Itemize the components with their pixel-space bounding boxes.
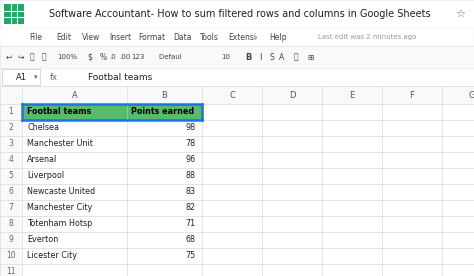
Text: 82: 82	[186, 203, 196, 213]
Text: 96: 96	[186, 155, 196, 164]
Text: Edit: Edit	[56, 33, 72, 41]
Text: View: View	[82, 33, 100, 41]
Text: C: C	[229, 91, 235, 100]
Text: Licester City: Licester City	[27, 251, 77, 261]
Text: 1: 1	[9, 107, 13, 116]
Text: B: B	[245, 52, 252, 62]
Text: ↪: ↪	[17, 52, 24, 62]
Text: 🖨: 🖨	[29, 52, 34, 62]
Text: A: A	[72, 91, 77, 100]
Text: 88: 88	[186, 171, 196, 181]
Text: S: S	[269, 52, 274, 62]
Text: 5: 5	[9, 171, 13, 181]
Text: 75: 75	[186, 251, 196, 261]
Text: 8: 8	[9, 219, 13, 229]
Text: 78: 78	[186, 139, 196, 148]
Text: Liverpool: Liverpool	[27, 171, 64, 181]
Text: 4: 4	[9, 155, 13, 164]
Text: 3: 3	[9, 139, 13, 148]
Text: %: %	[99, 52, 106, 62]
Text: ⊞: ⊞	[307, 52, 314, 62]
Text: Everton: Everton	[27, 235, 58, 245]
Text: 100%: 100%	[57, 54, 77, 60]
Text: Footbal teams: Footbal teams	[27, 107, 91, 116]
Text: Data: Data	[173, 33, 192, 41]
Text: ▾: ▾	[34, 74, 38, 80]
Text: I: I	[259, 52, 262, 62]
Text: Totenham Hotsp: Totenham Hotsp	[27, 219, 92, 229]
Text: 10: 10	[221, 54, 230, 60]
Text: 123: 123	[131, 54, 145, 60]
Text: Help: Help	[270, 33, 287, 41]
Text: Arsenal: Arsenal	[27, 155, 57, 164]
Text: 98: 98	[186, 123, 196, 132]
Text: ↩: ↩	[5, 52, 11, 62]
Text: 2: 2	[9, 123, 13, 132]
Text: .00: .00	[119, 54, 130, 60]
Text: Format: Format	[138, 33, 165, 41]
Text: $: $	[87, 52, 92, 62]
Text: 9: 9	[9, 235, 13, 245]
Text: Manchester Unit: Manchester Unit	[27, 139, 93, 148]
Text: .0: .0	[109, 54, 116, 60]
Text: File: File	[29, 33, 43, 41]
Text: Manchester City: Manchester City	[27, 203, 92, 213]
Text: A: A	[279, 52, 284, 62]
Text: ⬥: ⬥	[293, 52, 298, 62]
Text: 83: 83	[186, 187, 196, 197]
Text: Insert: Insert	[109, 33, 132, 41]
Text: Last edit was 2 minutes ago: Last edit was 2 minutes ago	[318, 34, 416, 40]
Text: Footbal teams: Footbal teams	[88, 73, 153, 81]
Text: 11: 11	[6, 267, 16, 276]
Text: 7: 7	[9, 203, 13, 213]
Text: G: G	[469, 91, 474, 100]
Text: Default (Ari...: Default (Ari...	[159, 54, 206, 60]
Text: ⛭: ⛭	[41, 52, 46, 62]
Text: D: D	[289, 91, 295, 100]
Text: Extensions: Extensions	[228, 33, 270, 41]
Text: B: B	[162, 91, 167, 100]
Text: E: E	[349, 91, 355, 100]
Text: 10: 10	[6, 251, 16, 261]
Text: 68: 68	[186, 235, 196, 245]
Text: 71: 71	[186, 219, 196, 229]
Text: Points earned: Points earned	[131, 107, 194, 116]
Text: Tools: Tools	[200, 33, 219, 41]
Text: Chelsea: Chelsea	[27, 123, 59, 132]
Text: Software Accountant- How to sum filtered rows and columns in Google Sheets: Software Accountant- How to sum filtered…	[49, 9, 430, 19]
Text: ☆: ☆	[455, 9, 465, 19]
Text: F: F	[410, 91, 414, 100]
Text: A1: A1	[16, 73, 27, 81]
Text: 6: 6	[9, 187, 13, 197]
Text: fx: fx	[50, 73, 58, 81]
Text: Newcaste United: Newcaste United	[27, 187, 95, 197]
